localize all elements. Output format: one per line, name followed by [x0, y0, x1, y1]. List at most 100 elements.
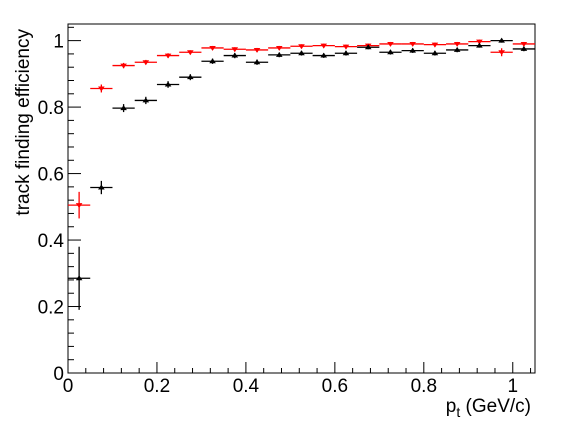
data-point: [90, 84, 113, 93]
point-marker: [409, 47, 416, 53]
data-point: [268, 45, 291, 51]
point-marker: [520, 45, 528, 51]
data-point: [245, 59, 269, 65]
data-point: [379, 41, 402, 47]
data-point: [201, 58, 224, 64]
point-marker: [209, 45, 216, 51]
plot-border: [67, 23, 536, 374]
point-marker: [342, 44, 350, 50]
data-point: [312, 52, 335, 58]
plot-frame: [67, 23, 536, 374]
y-tick-label: 0.2: [38, 298, 64, 319]
point-marker: [209, 58, 216, 64]
point-marker: [342, 50, 350, 56]
data-point: [179, 74, 202, 81]
data-points: [68, 37, 535, 310]
data-point: [90, 180, 113, 195]
x-tick-label: 0.4: [233, 376, 260, 397]
data-point: [223, 47, 246, 53]
point-marker: [431, 50, 439, 56]
point-marker: [320, 52, 328, 58]
data-point: [512, 45, 535, 52]
tick-labels: 0 0.2 0.4 0.6 0.8 1 0 0.2 0.4 0.6 0.8 1: [38, 32, 518, 397]
point-marker: [520, 41, 528, 47]
data-point: [68, 246, 91, 310]
point-marker: [498, 37, 505, 43]
point-marker: [275, 45, 283, 51]
data-point: [223, 52, 246, 59]
data-point: [290, 44, 313, 50]
point-marker: [298, 44, 305, 50]
x-tick-label: 0.8: [411, 376, 437, 397]
data-point: [245, 47, 269, 53]
x-axis-title-unit: (GeV/c): [460, 396, 531, 417]
point-marker: [231, 47, 239, 53]
series-1: [68, 39, 535, 219]
data-point: [268, 51, 291, 58]
data-point: [134, 59, 157, 66]
data-point: [490, 48, 513, 57]
point-marker: [231, 52, 239, 58]
point-marker: [120, 63, 127, 69]
point-marker: [476, 39, 483, 45]
data-point: [401, 41, 424, 47]
data-point: [334, 44, 358, 50]
point-marker: [75, 203, 83, 209]
data-point: [112, 104, 135, 113]
data-point: [468, 42, 491, 48]
data-point: [423, 50, 447, 56]
point-marker: [409, 41, 416, 47]
point-marker: [498, 50, 505, 56]
data-point: [379, 49, 402, 55]
point-marker: [98, 86, 105, 92]
data-point: [512, 41, 535, 47]
x-tick-label: 0.2: [144, 376, 170, 397]
x-tick-label: 0.6: [322, 376, 348, 397]
y-tick-label: 0.8: [38, 98, 64, 119]
data-point: [334, 50, 358, 56]
series-2: [68, 37, 535, 310]
x-axis-title-main: p: [446, 396, 457, 417]
point-marker: [453, 41, 461, 47]
point-marker: [253, 59, 261, 65]
point-marker: [75, 275, 83, 281]
point-marker: [387, 41, 394, 47]
point-marker: [431, 42, 439, 48]
data-point: [357, 44, 380, 50]
data-point: [134, 96, 157, 105]
point-marker: [453, 46, 461, 52]
x-axis-title: pt (GeV/c): [446, 396, 531, 420]
point-marker: [98, 184, 105, 190]
data-point: [290, 50, 313, 56]
y-tick-label: 0.6: [38, 165, 64, 186]
x-tick-label: 1: [507, 376, 518, 397]
y-tick-label: 1: [53, 32, 64, 53]
point-marker: [476, 42, 483, 48]
point-marker: [387, 49, 394, 55]
point-marker: [320, 43, 328, 49]
data-point: [112, 62, 135, 69]
data-point: [68, 191, 91, 219]
point-marker: [253, 47, 261, 53]
point-marker: [142, 97, 150, 103]
data-point: [156, 81, 180, 88]
point-marker: [298, 50, 305, 56]
data-point: [156, 53, 180, 59]
point-marker: [187, 74, 194, 80]
data-point: [179, 50, 202, 56]
x-axis-title-subscript: t: [456, 404, 460, 420]
data-point: [401, 47, 424, 53]
point-marker: [164, 53, 172, 59]
axis-ticks: [67, 26, 532, 374]
x-tick-label: 0: [63, 376, 74, 397]
point-marker: [275, 51, 283, 57]
point-marker: [187, 50, 194, 56]
point-marker: [142, 60, 150, 66]
point-marker: [164, 81, 172, 87]
y-tick-label: 0.4: [38, 231, 65, 252]
point-marker: [364, 44, 372, 50]
data-point: [201, 45, 224, 51]
data-point: [490, 37, 513, 43]
